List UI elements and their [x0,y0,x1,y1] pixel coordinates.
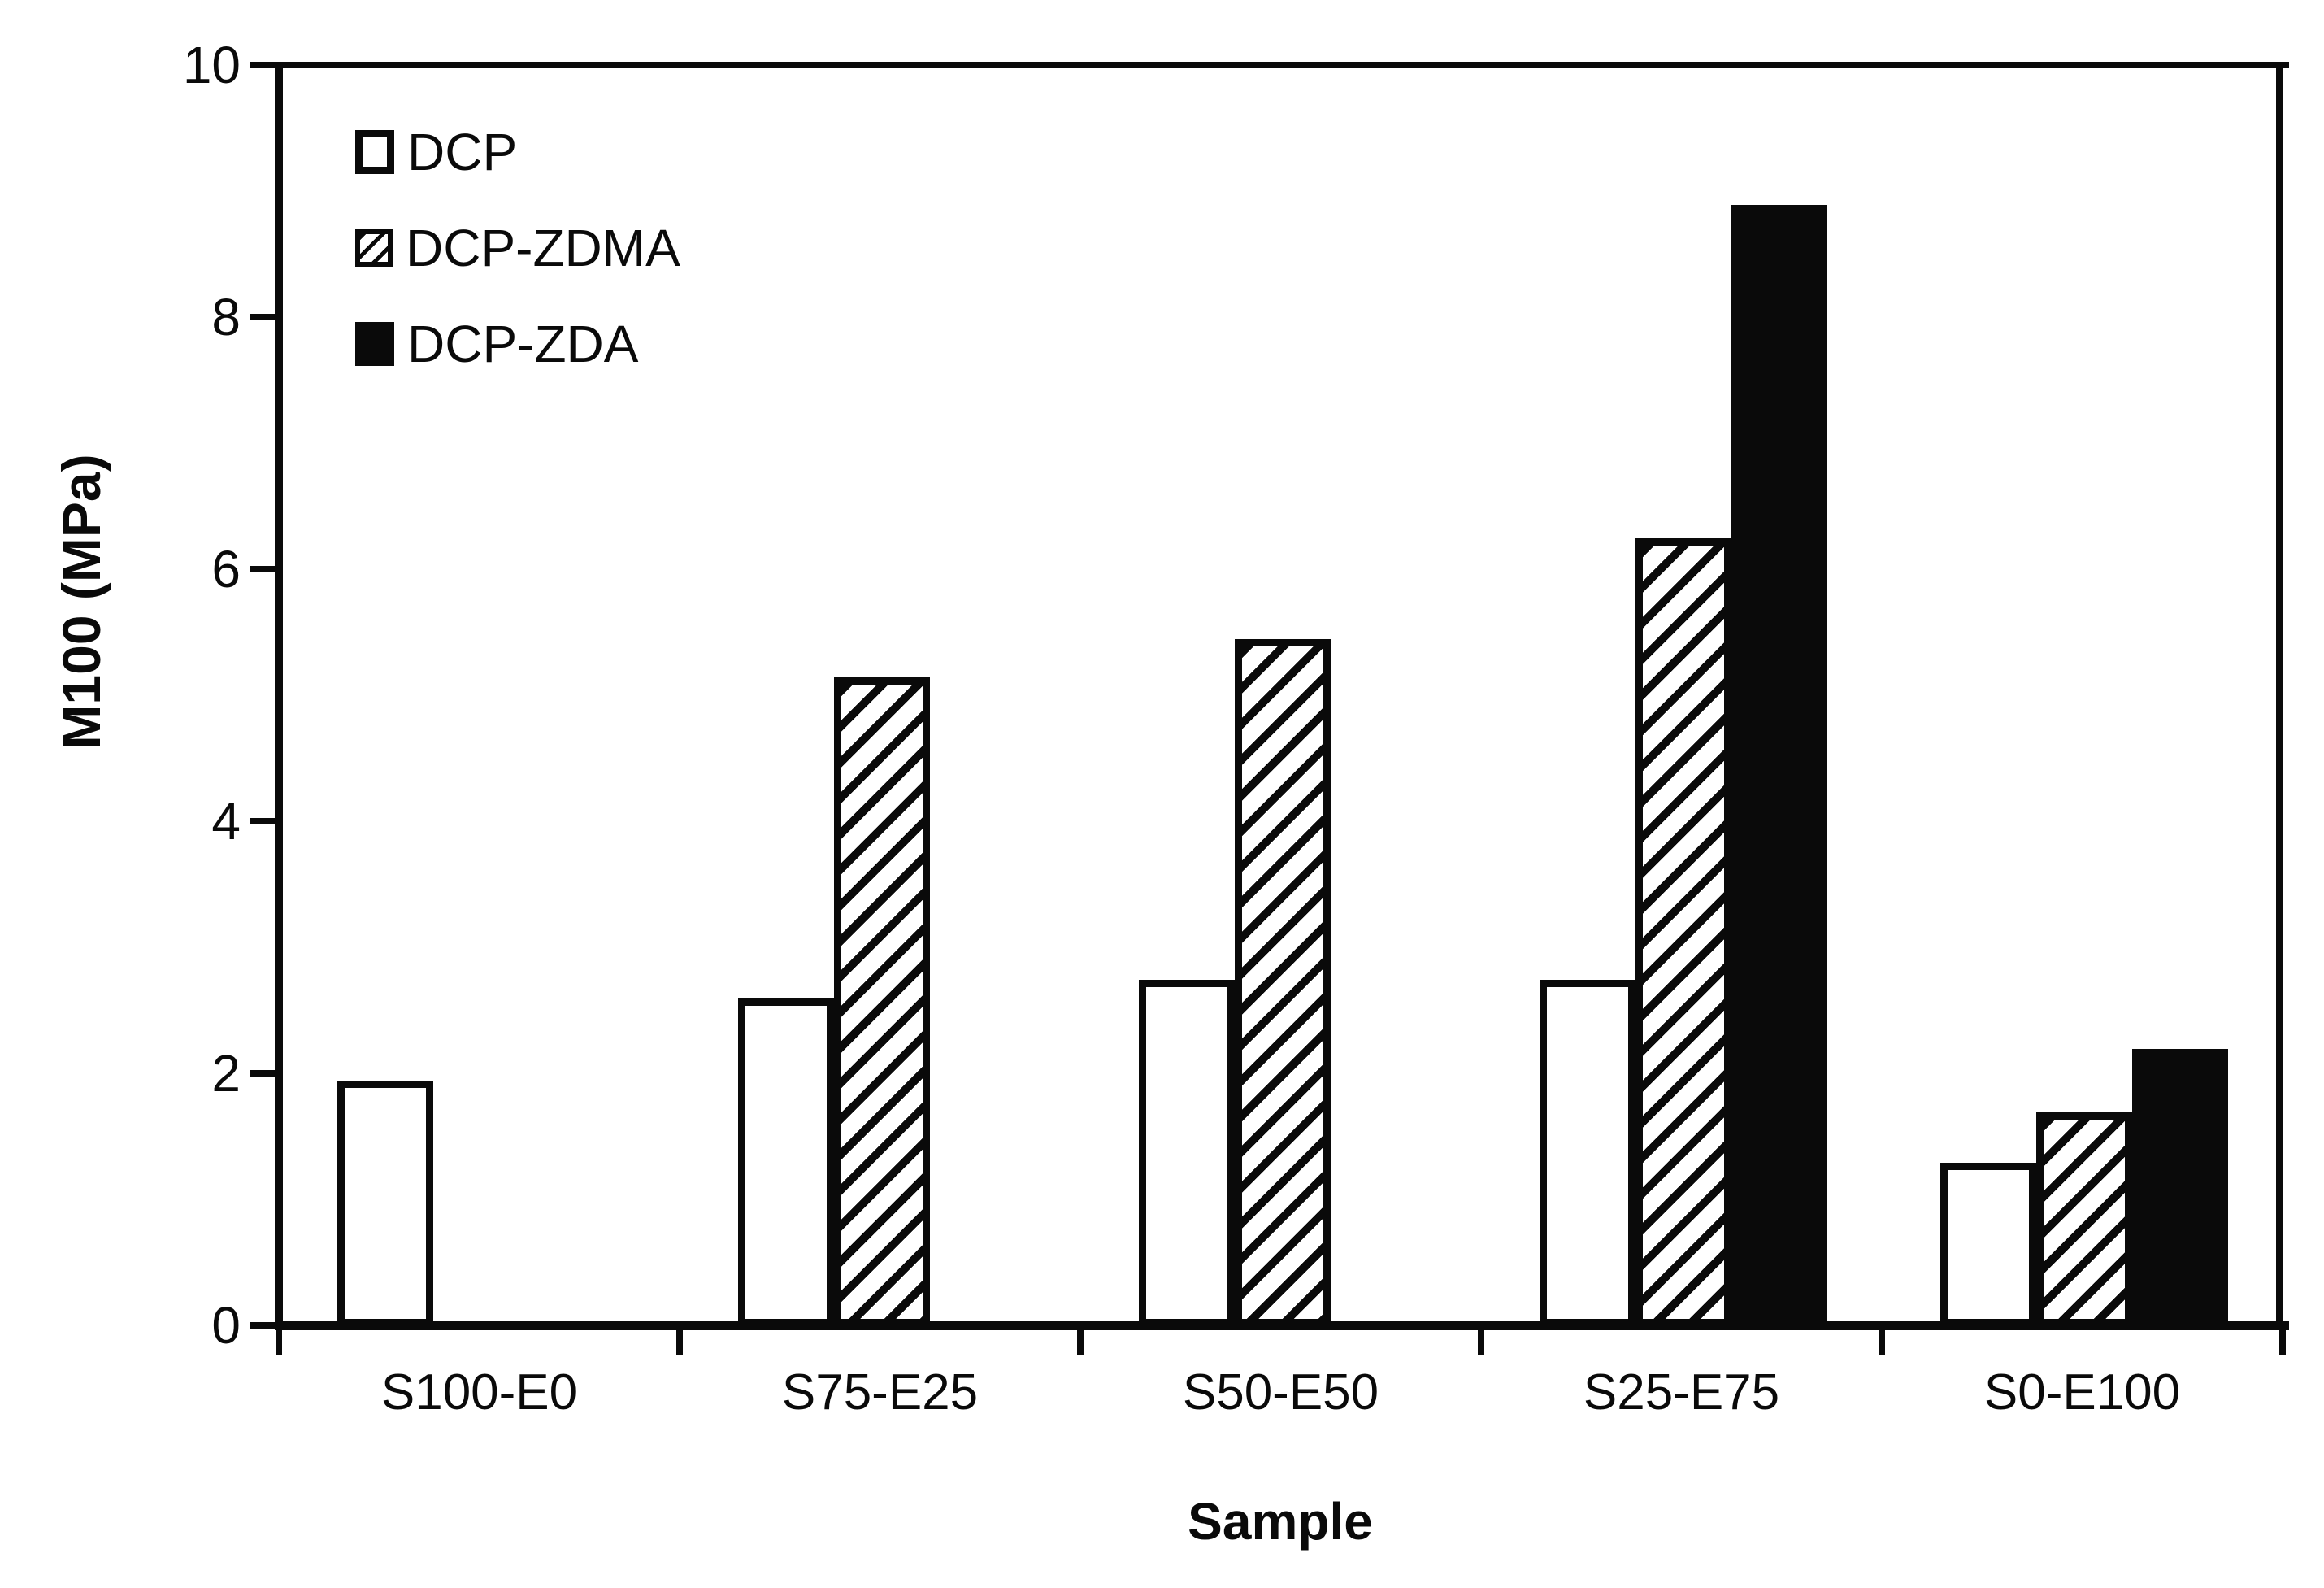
bar-dcp-s0-e100 [1940,1162,2036,1326]
bar-dcp-zda-s0-e100 [2132,1049,2228,1326]
legend-label-dcp-zda: DCP-ZDA [407,315,639,373]
bar-dcp-s50-e50 [1139,979,1235,1326]
x-tick-mark [1077,1330,1084,1355]
x-tick-mark [1879,1330,1885,1355]
x-tick-label: S100-E0 [380,1364,578,1420]
x-tick-mark [676,1330,683,1355]
legend-swatch-white-icon [355,130,394,174]
plot-top-border [275,62,2289,68]
bar-dcp-s75-e25 [738,998,834,1326]
x-tick-label: S50-E50 [1182,1364,1379,1420]
legend-item-dcp-zda: DCP-ZDA [355,314,680,374]
y-tick-mark [250,566,275,572]
legend-swatch-hatched-icon [355,229,393,267]
x-axis-title: Sample [1188,1492,1373,1551]
y-tick-label: 4 [211,792,241,851]
bar-dcp-s100-e0 [337,1080,433,1326]
legend: DCP DCP-ZDMA DCP-ZDA [355,122,680,374]
y-tick-label: 0 [211,1296,241,1355]
bar-dcp-zdma-s75-e25 [834,677,930,1326]
y-tick-label: 6 [211,540,241,598]
legend-item-dcp: DCP [355,122,680,182]
legend-swatch-black-icon [355,322,394,366]
y-tick-mark [250,1070,275,1077]
x-tick-mark [2279,1330,2286,1355]
bar-dcp-zdma-s0-e100 [2036,1112,2132,1326]
x-tick-label: S0-E100 [1983,1364,2181,1420]
bar-dcp-zdma-s50-e50 [1235,639,1331,1326]
x-axis-line [275,1321,2289,1330]
y-tick-mark [250,62,275,68]
y-tick-mark [250,314,275,320]
bar-dcp-zda-s25-e75 [1731,204,1827,1326]
bar-dcp-zdma-s25-e75 [1635,538,1731,1326]
y-tick-label: 2 [211,1044,241,1103]
x-tick-mark [276,1330,282,1355]
y-axis-line [275,62,283,1330]
bar-dcp-s25-e75 [1540,979,1635,1326]
plot-right-border [2276,62,2283,1330]
y-tick-label: 10 [182,36,241,94]
y-tick-label: 8 [211,288,241,346]
legend-label-dcp: DCP [407,123,518,181]
y-tick-mark [250,818,275,824]
x-tick-label: S25-E75 [1583,1364,1780,1420]
y-tick-mark [250,1322,275,1329]
y-axis-title: M100 (MPa) [51,454,111,750]
x-tick-mark [1478,1330,1484,1355]
legend-item-dcp-zdma: DCP-ZDMA [355,218,680,278]
x-tick-label: S75-E25 [781,1364,979,1420]
legend-label-dcp-zdma: DCP-ZDMA [406,219,680,277]
